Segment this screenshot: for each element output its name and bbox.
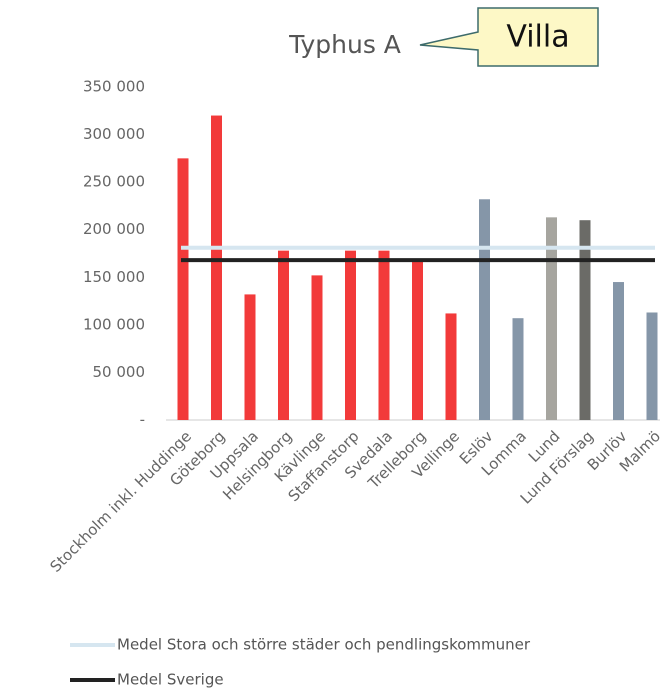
bar — [244, 294, 256, 420]
bar — [177, 158, 189, 420]
callout-box — [419, 7, 599, 67]
y-tick-label: 150 000 — [83, 268, 145, 286]
x-tick-label: Stockholm inkl. Huddinge — [46, 427, 195, 576]
bar — [211, 115, 222, 421]
chart-title: Typhus A — [288, 30, 401, 59]
bar — [278, 250, 289, 420]
bar — [345, 250, 356, 420]
legend-label: Medel Stora och större städer och pendli… — [117, 636, 531, 654]
y-tick-label: 350 000 — [83, 78, 145, 96]
y-tick-label: 50 000 — [93, 363, 146, 381]
bar — [546, 217, 557, 420]
bar — [579, 220, 591, 420]
bar — [613, 282, 624, 420]
callout-text: Villa — [506, 20, 569, 55]
bar — [479, 199, 490, 420]
bar — [445, 313, 457, 420]
bar — [412, 260, 423, 420]
bar — [378, 250, 390, 420]
y-tick-label: - — [140, 411, 145, 429]
bar — [512, 318, 524, 420]
legend-label: Medel Sverige — [117, 671, 224, 689]
bar — [311, 275, 323, 420]
y-tick-label: 100 000 — [83, 315, 145, 333]
y-tick-label: 200 000 — [83, 220, 145, 238]
y-tick-label: 250 000 — [83, 173, 145, 191]
y-tick-label: 300 000 — [83, 125, 145, 143]
bar — [646, 312, 658, 420]
